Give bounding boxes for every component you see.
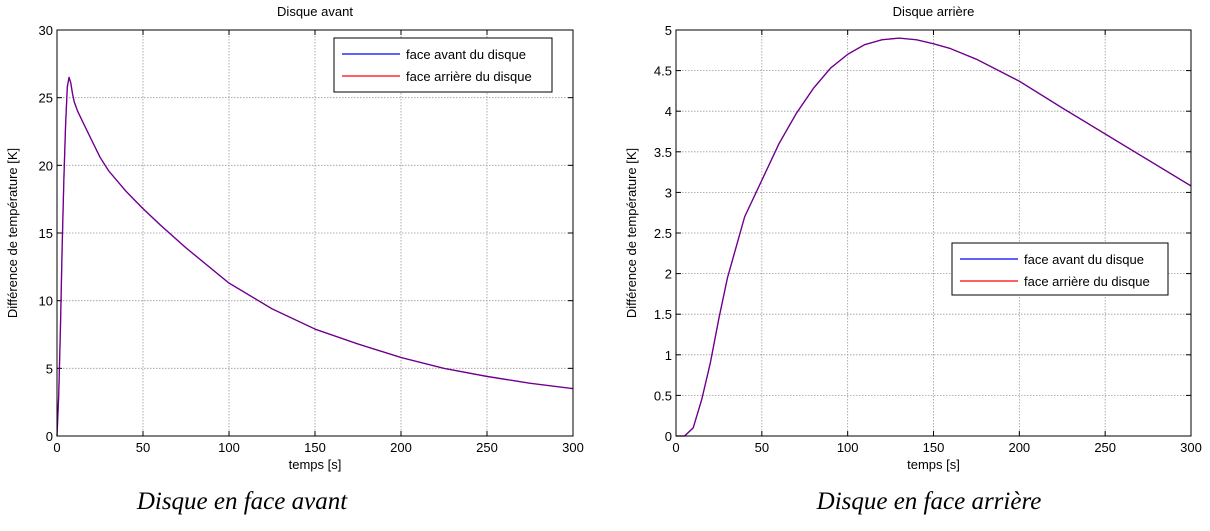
chart-title: Disque arrière [893, 4, 975, 19]
axes-box [675, 29, 1192, 437]
x-tick-label: 50 [136, 440, 150, 455]
legend-label: face arrière du disque [406, 69, 532, 84]
chart-1: 0 50 100 150 200 250 300 0 5 10 15 20 25 30 Disque ava… [5, 4, 584, 472]
caption-right: Disque en face arrière [816, 488, 1042, 515]
x-axis-label: temps [s] [907, 457, 960, 472]
y-tick-label: 15 [39, 226, 53, 241]
y-tick-label: 4 [665, 104, 672, 119]
x-axis-label: temps [s] [289, 457, 342, 472]
caption-left: Disque en face avant [136, 488, 348, 515]
x-tick-label: 0 [672, 440, 679, 455]
y-tick-label: 5 [46, 361, 53, 376]
y-tick-label: 10 [39, 294, 53, 309]
chart-title: Disque avant [277, 4, 353, 19]
x-tick-label: 100 [218, 440, 240, 455]
x-tick-label: 250 [476, 440, 498, 455]
x-tick-label: 100 [837, 440, 859, 455]
x-tick-label: 0 [53, 440, 60, 455]
y-tick-label: 3 [665, 185, 672, 200]
y-tick-label: 20 [39, 158, 53, 173]
y-tick-label: 0 [665, 429, 672, 444]
y-tick-label: 25 [39, 91, 53, 106]
chart-2: 0 50 100 150 200 250 300 0 0.5 1 1.5 2 2.5 3 3.5 4 4.5 5 D… [624, 4, 1202, 472]
x-tick-label: 150 [304, 440, 326, 455]
y-axis-label: Différence de température [K] [624, 148, 639, 318]
y-tick-label: 3.5 [654, 145, 672, 160]
legend: face avant du disque face arrière du disq… [333, 37, 553, 93]
y-tick-label: 30 [39, 23, 53, 38]
y-tick-label: 1 [665, 348, 672, 363]
axes-box [56, 29, 574, 437]
x-tick-label: 300 [562, 440, 584, 455]
y-axis-label: Différence de température [K] [5, 148, 20, 318]
y-tick-label: 0 [46, 429, 53, 444]
legend-box [951, 242, 1169, 296]
legend-box [333, 37, 553, 93]
legend-label: face avant du disque [1024, 252, 1144, 267]
y-tick-label: 2 [665, 267, 672, 282]
x-tick-label: 250 [1094, 440, 1116, 455]
x-tick-label: 300 [1180, 440, 1202, 455]
legend-label: face avant du disque [406, 47, 526, 62]
x-tick-label: 200 [390, 440, 412, 455]
legend: face avant du disque face arrière du disq… [951, 242, 1169, 296]
series-line-face-avant [676, 37, 1192, 437]
y-tick-label: 0.5 [654, 388, 672, 403]
legend-label: face arrière du disque [1024, 274, 1150, 289]
y-tick-label: 4.5 [654, 64, 672, 79]
x-tick-label: 150 [923, 440, 945, 455]
y-tick-label: 1.5 [654, 307, 672, 322]
x-tick-label: 50 [755, 440, 769, 455]
y-tick-label: 5 [665, 23, 672, 38]
y-tick-label: 2.5 [654, 226, 672, 241]
x-tick-label: 200 [1008, 440, 1030, 455]
series-line-face-avant [56, 76, 574, 437]
